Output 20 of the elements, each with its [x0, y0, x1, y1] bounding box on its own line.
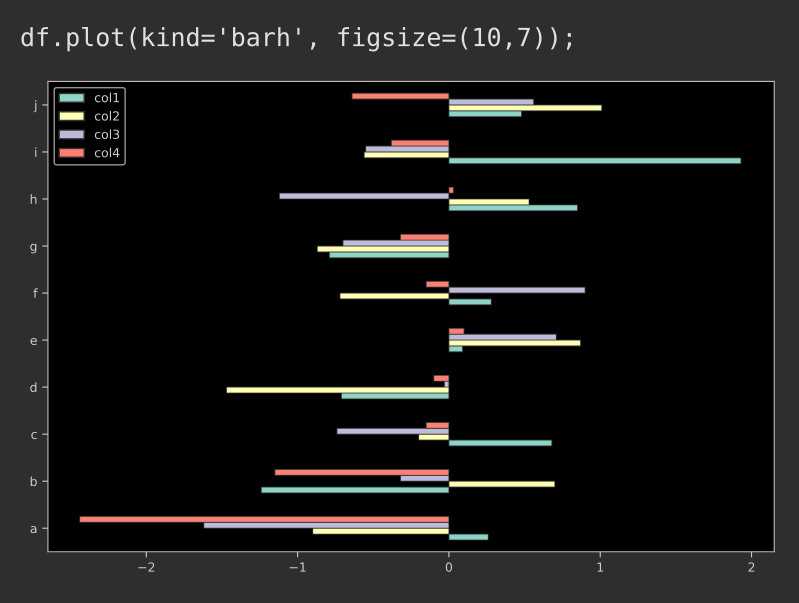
legend-label: col4 [94, 148, 120, 158]
y-tick-label: a [30, 526, 36, 534]
x-tick-label: −1 [290, 562, 306, 572]
y-tick-label: h [30, 194, 36, 204]
legend-label: col3 [94, 129, 120, 140]
x-tick-label: 1 [598, 562, 604, 572]
legend-label: col1 [94, 92, 119, 102]
x-tick-label: −2 [138, 562, 154, 572]
x-tick-label: 0 [446, 562, 452, 572]
y-tick-label: i [35, 147, 36, 157]
y-tick-label: d [30, 382, 36, 392]
y-tick-label: c [31, 432, 37, 440]
text: df.plot(kind='barh', figsize=(10,7)); [21, 26, 572, 52]
y-tick-label: b [30, 476, 37, 486]
y-tick-label: j [34, 100, 36, 112]
y-tick-label: g [30, 244, 36, 254]
y-tick-label: e [30, 338, 37, 346]
y-tick-label: f [33, 288, 38, 298]
legend-label: col2 [94, 111, 119, 121]
x-tick-label: 2 [748, 562, 754, 572]
